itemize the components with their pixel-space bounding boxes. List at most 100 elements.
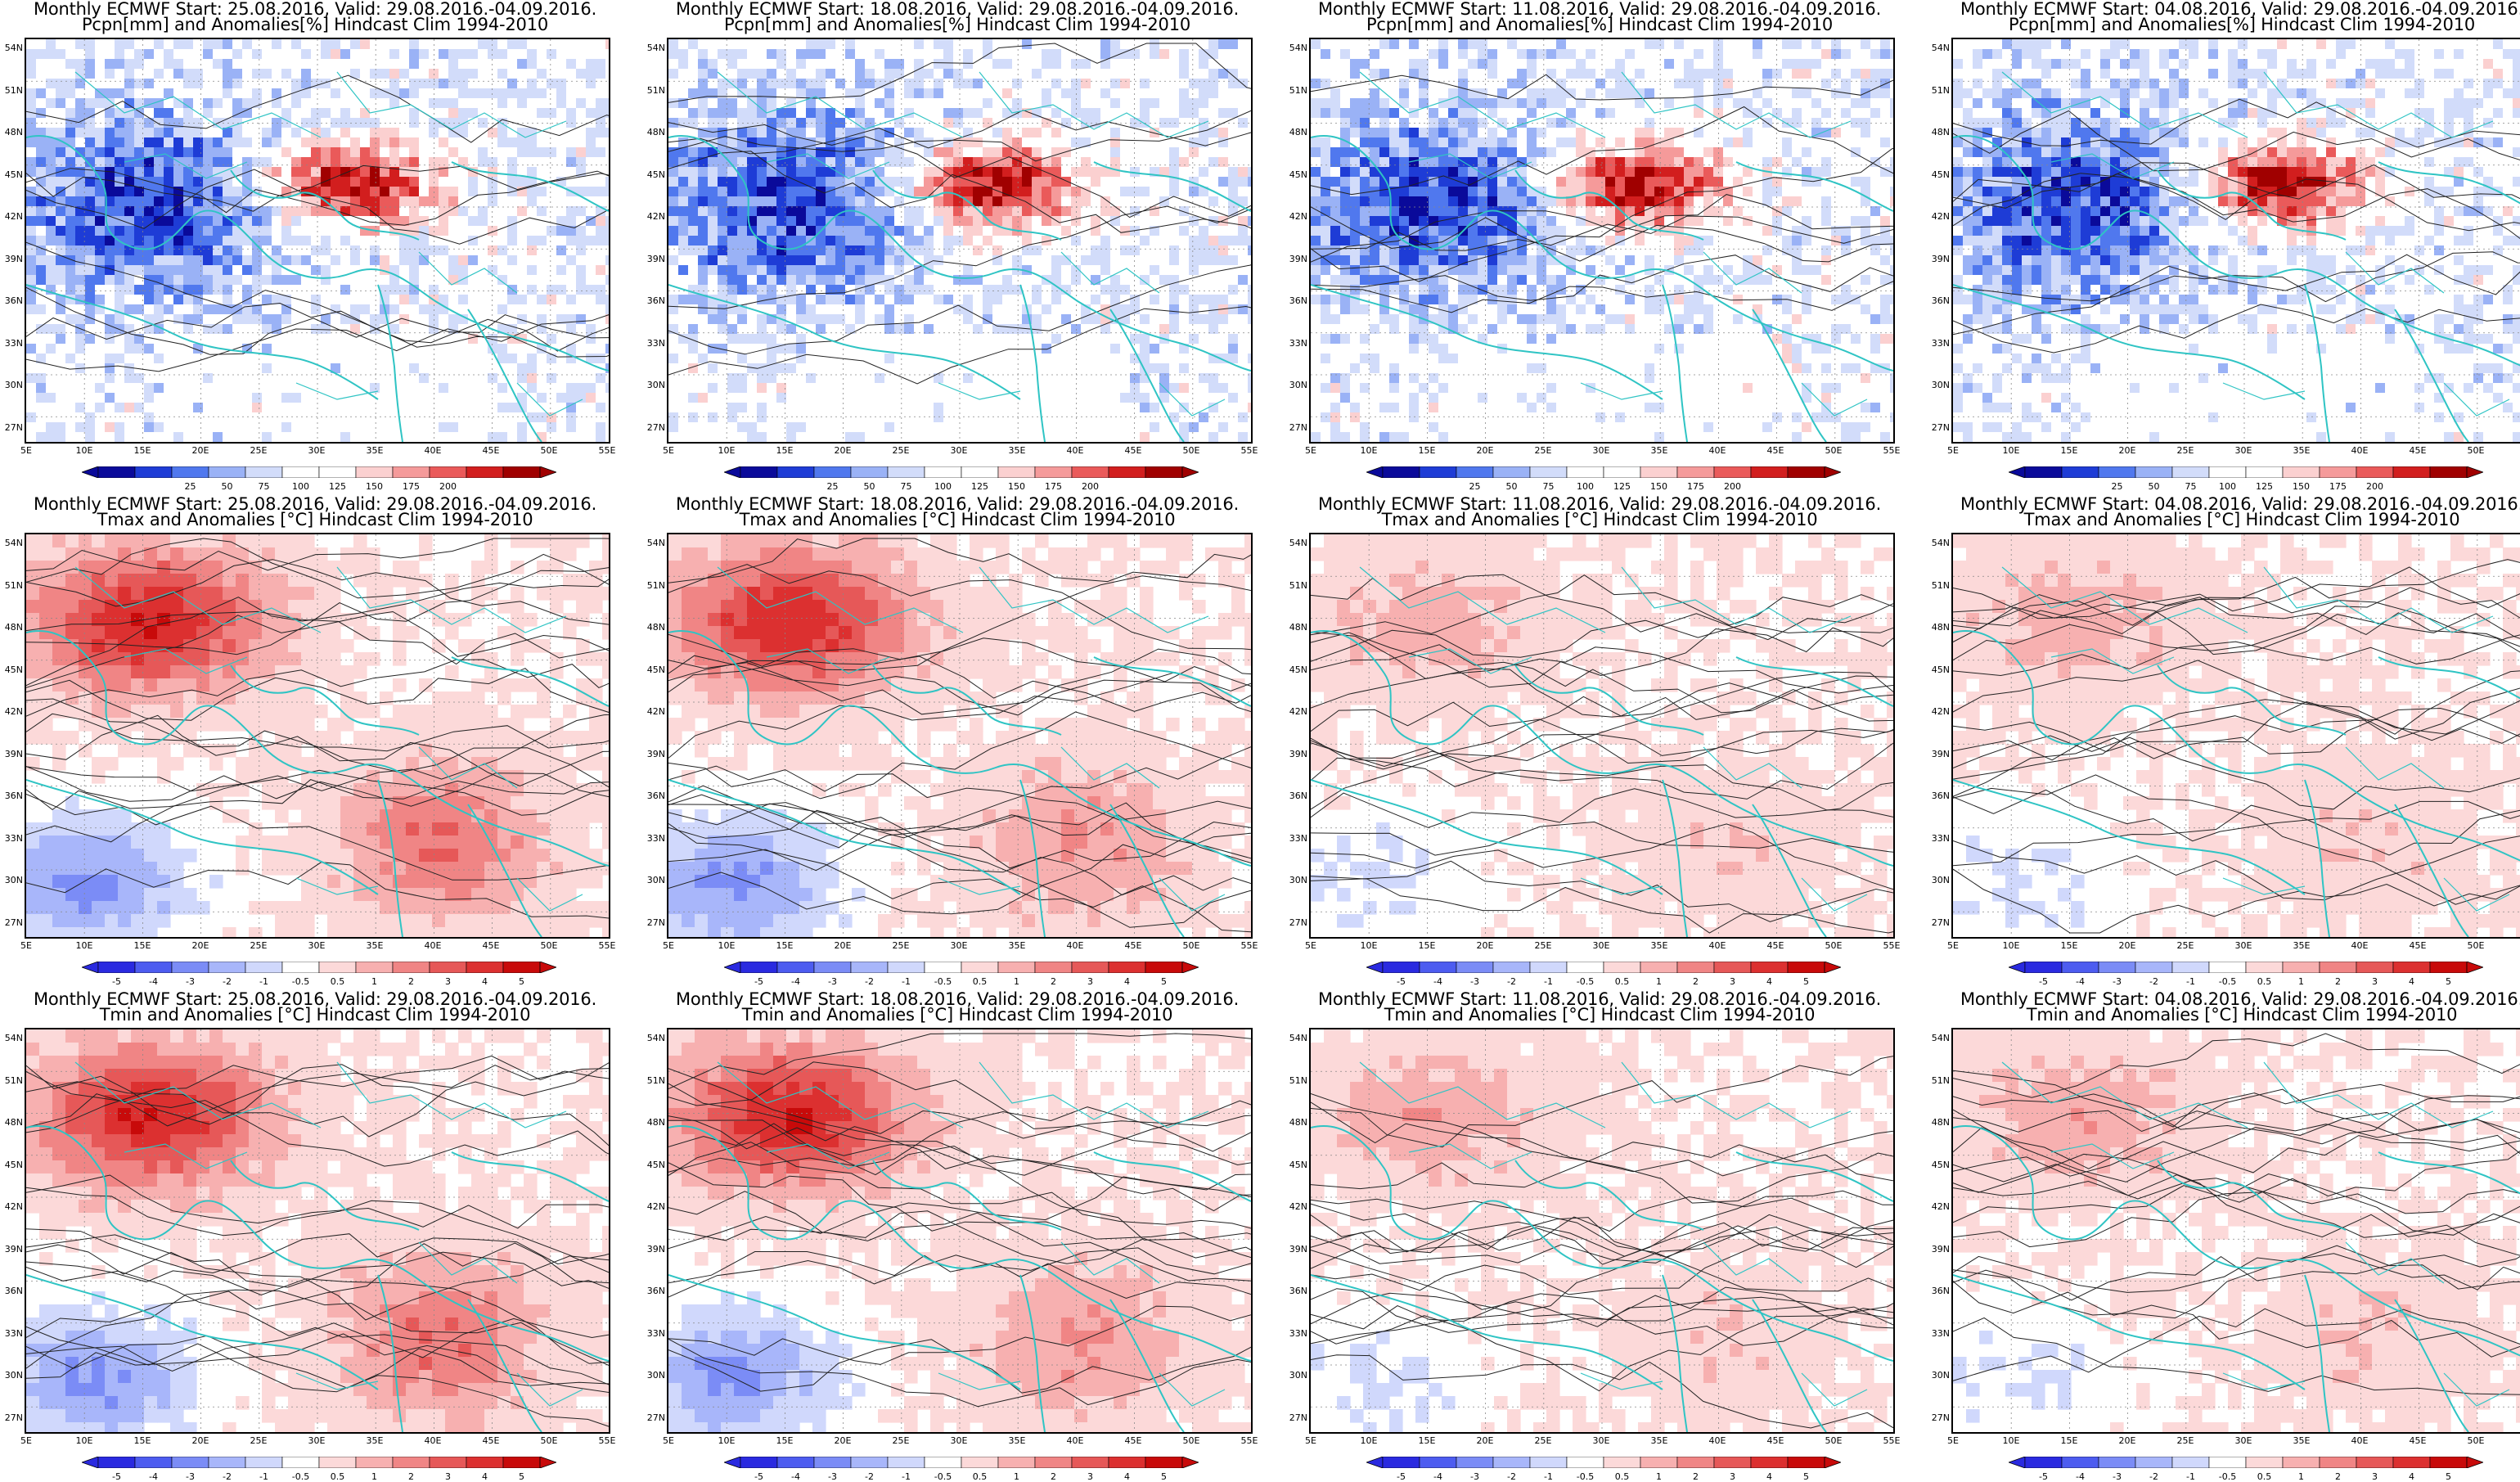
- field-cell: [973, 157, 983, 168]
- field-cell: [1248, 196, 1251, 207]
- field-cell: [698, 403, 709, 413]
- field-cell: [865, 314, 875, 325]
- field-cell: [688, 49, 699, 60]
- field-cell: [718, 167, 728, 178]
- field-cell: [1159, 108, 1170, 119]
- field-cell: [497, 137, 508, 148]
- field-cell: [757, 196, 767, 207]
- field-cell: [291, 69, 302, 79]
- field-cell: [943, 187, 954, 197]
- field-cell: [458, 403, 469, 413]
- field-cell: [252, 177, 263, 187]
- field-cell: [904, 128, 915, 138]
- field-cell: [596, 422, 606, 433]
- field-cell: [272, 383, 282, 394]
- field-cell: [468, 216, 479, 227]
- field-cell: [1199, 88, 1209, 99]
- field-cell: [281, 432, 292, 442]
- field-cell: [816, 245, 826, 256]
- field-cell: [556, 206, 567, 217]
- field-cell: [1051, 255, 1062, 266]
- field-cell: [497, 108, 508, 119]
- field-cell: [281, 147, 292, 158]
- field-cell: [232, 128, 243, 138]
- field-cell: [380, 422, 390, 433]
- field-cell: [124, 304, 135, 315]
- field-cell: [566, 39, 577, 50]
- field-cell: [767, 206, 777, 217]
- field-cell: [1218, 275, 1229, 286]
- field-cell: [173, 304, 184, 315]
- field-cell: [1032, 295, 1042, 305]
- field-cell: [340, 226, 351, 236]
- field-cell: [1189, 245, 1199, 256]
- field-cell: [232, 108, 243, 119]
- field-cell: [556, 432, 567, 442]
- field-cell: [806, 128, 817, 138]
- field-cell: [36, 147, 47, 158]
- field-cell: [360, 187, 371, 197]
- field-cell: [586, 344, 596, 354]
- field-cell: [1169, 363, 1180, 374]
- field-cell: [75, 412, 86, 423]
- field-cell: [262, 245, 272, 256]
- field-cell: [458, 383, 469, 394]
- field-cell: [75, 236, 86, 246]
- field-cell: [527, 255, 538, 266]
- field-cell: [291, 147, 302, 158]
- field-cell: [884, 98, 895, 109]
- field-cell: [963, 88, 974, 99]
- field-cell: [360, 39, 371, 50]
- field-cell: [934, 363, 944, 374]
- field-cell: [973, 98, 983, 109]
- field-cell: [835, 147, 846, 158]
- field-cell: [718, 363, 728, 374]
- field-cell: [1091, 49, 1101, 60]
- field-cell: [904, 206, 915, 217]
- field-cell: [458, 363, 469, 374]
- field-cell: [1169, 98, 1180, 109]
- field-cell: [1081, 177, 1091, 187]
- field-cell: [458, 79, 469, 89]
- field-cell: [193, 59, 204, 70]
- field-cell: [678, 344, 689, 354]
- field-cell: [1100, 275, 1111, 286]
- field-cell: [845, 196, 856, 207]
- field-cell: [556, 167, 567, 178]
- field-cell: [547, 59, 557, 70]
- field-cell: [1100, 403, 1111, 413]
- field-cell: [537, 304, 547, 315]
- field-cell: [992, 295, 1003, 305]
- field-cell: [488, 147, 498, 158]
- field-cell: [497, 226, 508, 236]
- field-cell: [370, 59, 380, 70]
- field-cell: [537, 245, 547, 256]
- field-cell: [75, 245, 86, 256]
- field-cell: [727, 403, 738, 413]
- field-cell: [1012, 295, 1023, 305]
- field-cell: [934, 295, 944, 305]
- field-cell: [586, 147, 596, 158]
- field-cell: [973, 432, 983, 442]
- field-cell: [458, 137, 469, 148]
- field-cell: [252, 354, 263, 364]
- field-cell: [904, 49, 915, 60]
- field-cell: [737, 108, 748, 119]
- field-cell: [1140, 128, 1150, 138]
- field-cell: [124, 187, 135, 197]
- field-cell: [154, 363, 164, 374]
- field-cell: [576, 432, 587, 442]
- field-cell: [718, 354, 728, 364]
- field-cell: [301, 59, 312, 70]
- field-cell: [350, 236, 361, 246]
- field-cell: [448, 98, 459, 109]
- field-cell: [855, 432, 866, 442]
- field-cell: [1042, 285, 1052, 295]
- field-cell: [767, 177, 777, 187]
- field-cell: [507, 422, 518, 433]
- field-cell: [468, 422, 479, 433]
- field-cell: [718, 403, 728, 413]
- field-cell: [708, 187, 718, 197]
- field-cell: [1100, 147, 1111, 158]
- field-cell: [203, 285, 214, 295]
